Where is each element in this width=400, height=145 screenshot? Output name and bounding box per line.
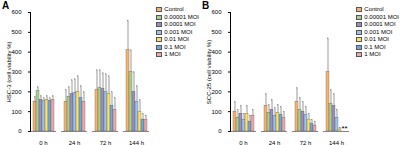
svg-text:144 h: 144 h — [129, 140, 144, 145]
html-text:0.1 MOI: 0.1 MOI — [364, 43, 386, 50]
svg-text:*: * — [344, 124, 347, 133]
svg-text:0: 0 — [218, 128, 222, 134]
html-text:Control: Control — [164, 6, 184, 12]
html-text:0.01 MOI: 0.01 MOI — [164, 36, 189, 42]
svg-text:24 h: 24 h — [69, 140, 81, 145]
html-text:B: B — [202, 0, 210, 11]
svg-text:144 h: 144 h — [329, 140, 344, 145]
html-text:0.00001 MOI: 0.00001 MOI — [364, 13, 399, 20]
html-text:0.0001 MOI: 0.0001 MOI — [164, 21, 196, 27]
svg-text:500: 500 — [211, 29, 222, 35]
svg-text:600: 600 — [11, 9, 22, 15]
html-text:0.0001 MOI: 0.0001 MOI — [364, 21, 396, 27]
svg-text:300: 300 — [211, 69, 222, 75]
svg-text:72 h: 72 h — [100, 140, 112, 145]
html-text:0.01 MOI: 0.01 MOI — [364, 36, 389, 42]
svg-text:SCC-25 (cell viability %): SCC-25 (cell viability %) — [206, 40, 212, 104]
html-text:1 MOI: 1 MOI — [364, 51, 381, 57]
svg-text:100: 100 — [211, 109, 222, 115]
html-text:0.001 MOI: 0.001 MOI — [364, 28, 393, 35]
html-text:0.1 MOI: 0.1 MOI — [164, 43, 186, 50]
svg-text:500: 500 — [11, 29, 22, 35]
html-text:1 MOI: 1 MOI — [164, 51, 181, 57]
svg-text:200: 200 — [211, 89, 222, 95]
svg-text:HSC-3 (cell viability %): HSC-3 (cell viability %) — [6, 41, 12, 102]
svg-text:400: 400 — [11, 49, 22, 55]
html-text:A: A — [2, 0, 10, 11]
svg-text:72 h: 72 h — [300, 140, 312, 145]
svg-text:600: 600 — [211, 9, 222, 15]
svg-text:100: 100 — [11, 109, 22, 115]
svg-text:0: 0 — [18, 128, 22, 134]
svg-text:0 h: 0 h — [39, 140, 47, 145]
svg-text:200: 200 — [11, 89, 22, 95]
svg-text:400: 400 — [211, 49, 222, 55]
html-text:0.00001 MOI: 0.00001 MOI — [164, 13, 199, 20]
html-text:0.001 MOI: 0.001 MOI — [164, 28, 193, 35]
svg-text:24 h: 24 h — [269, 140, 281, 145]
html-text:Control: Control — [364, 6, 384, 12]
svg-text:0 h: 0 h — [239, 140, 247, 145]
svg-text:300: 300 — [11, 69, 22, 75]
